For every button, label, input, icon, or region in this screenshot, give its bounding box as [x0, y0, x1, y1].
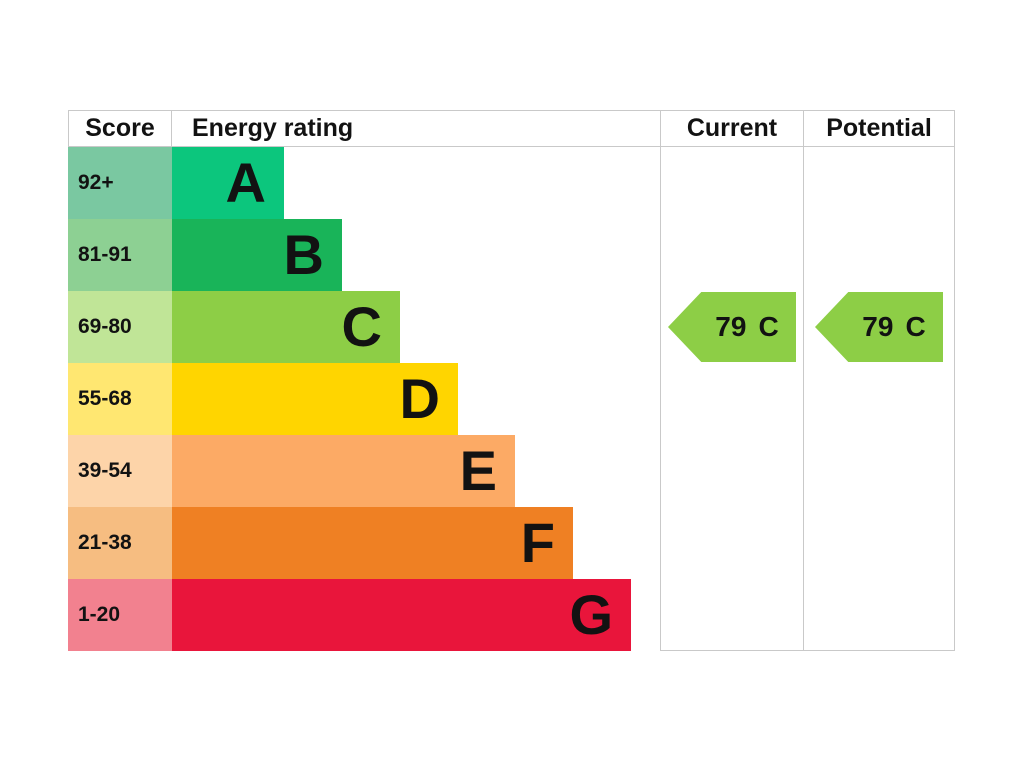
score-range-f: 21-38 — [68, 507, 172, 579]
energy-rating-column-header: Energy rating — [192, 114, 354, 142]
score-range-g: 1-20 — [68, 579, 172, 651]
current-column-header: Current — [660, 111, 804, 146]
score-range-b: 81-91 — [68, 219, 172, 291]
score-column-header: Score — [68, 111, 172, 146]
header-row: Score Energy rating Current Potential — [68, 110, 955, 147]
band-bar-a: A — [172, 147, 284, 219]
current-rating-arrow: 79 C — [668, 292, 796, 362]
potential-rating-arrow: 79 C — [815, 292, 943, 362]
current-score: 79 — [715, 311, 747, 342]
score-range-c: 69-80 — [68, 291, 172, 363]
score-range-e: 39-54 — [68, 435, 172, 507]
band-row-a: 92+ A — [68, 147, 660, 219]
band-bar-f: F — [172, 507, 573, 579]
band-row-b: 81-91 B — [68, 219, 660, 291]
potential-column: 79 C — [804, 147, 955, 651]
potential-score: 79 — [862, 311, 894, 342]
score-range-a: 92+ — [68, 147, 172, 219]
potential-band-letter: C — [905, 311, 926, 342]
band-row-e: 39-54 E — [68, 435, 660, 507]
band-row-f: 21-38 F — [68, 507, 660, 579]
band-row-d: 55-68 D — [68, 363, 660, 435]
score-range-d: 55-68 — [68, 363, 172, 435]
band-row-g: 1-20 G — [68, 579, 660, 651]
band-bar-d: D — [172, 363, 458, 435]
band-bar-c: C — [172, 291, 400, 363]
current-column: 79 C — [660, 147, 804, 651]
current-band-letter: C — [758, 311, 779, 342]
band-bar-b: B — [172, 219, 342, 291]
epc-rating-table: Score Energy rating Current Potential 92… — [68, 110, 955, 653]
band-rows: 92+ A 81-91 B 69-80 C 55-68 D 39-54 E 21-38 F 1-20 G — [68, 147, 660, 651]
band-bar-g: G — [172, 579, 631, 651]
band-bar-e: E — [172, 435, 515, 507]
potential-column-header: Potential — [804, 111, 955, 146]
band-row-c: 69-80 C — [68, 291, 660, 363]
